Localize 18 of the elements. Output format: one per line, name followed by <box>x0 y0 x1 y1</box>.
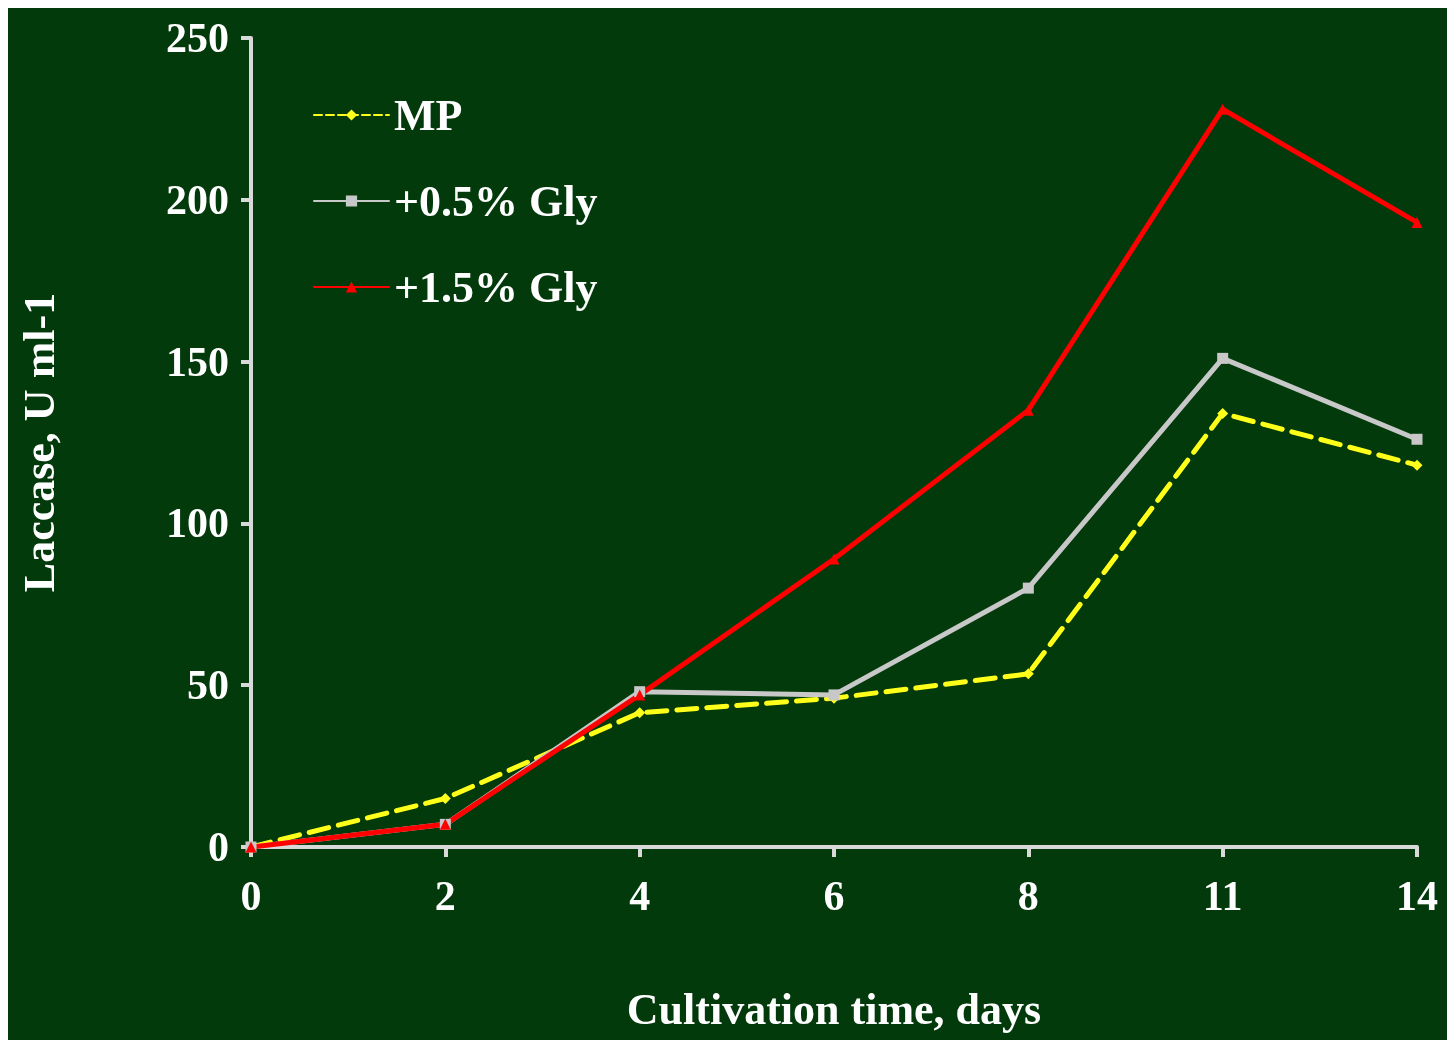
y-tick-label: 250 <box>166 15 229 61</box>
x-tick-label: 6 <box>823 873 845 919</box>
y-tick-label: 50 <box>187 662 229 709</box>
y-tick-label: 0 <box>208 824 229 870</box>
y-tick-label: 100 <box>166 500 229 547</box>
legend-label: MP <box>394 90 463 140</box>
x-axis-title: Cultivation time, days <box>626 984 1042 1034</box>
legend-label: +0.5% Gly <box>394 176 598 226</box>
x-tick-label: 11 <box>1202 873 1243 919</box>
legend-label: +1.5% Gly <box>394 262 598 312</box>
x-tick-label: 4 <box>629 873 651 919</box>
x-tick-label: 2 <box>434 873 456 919</box>
x-tick-label: 8 <box>1017 873 1039 919</box>
x-tick-label: 0 <box>240 873 262 919</box>
y-tick-label: 150 <box>166 338 229 385</box>
y-tick-label: 200 <box>166 176 229 223</box>
y-axis-title: Laccase, U ml-1 <box>14 292 64 593</box>
x-tick-label: 14 <box>1396 873 1438 919</box>
